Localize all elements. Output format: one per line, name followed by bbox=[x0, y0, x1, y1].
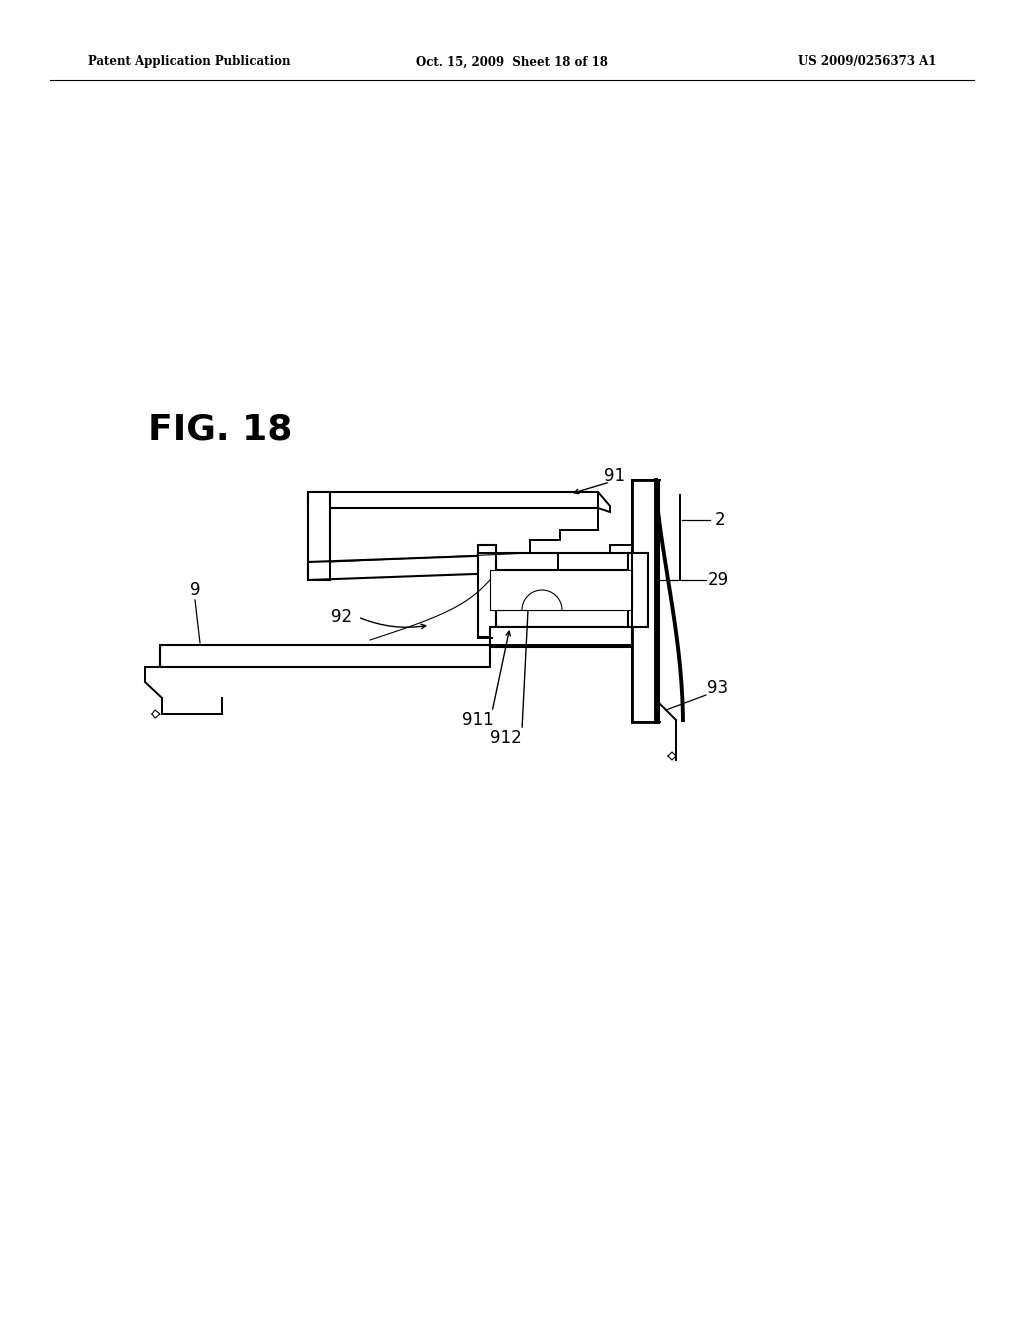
Polygon shape bbox=[610, 545, 632, 561]
Polygon shape bbox=[308, 553, 558, 579]
Text: 2: 2 bbox=[715, 511, 725, 529]
Polygon shape bbox=[490, 627, 632, 647]
Text: Oct. 15, 2009  Sheet 18 of 18: Oct. 15, 2009 Sheet 18 of 18 bbox=[416, 55, 608, 69]
Polygon shape bbox=[610, 610, 632, 626]
Polygon shape bbox=[490, 610, 632, 627]
Polygon shape bbox=[490, 553, 632, 570]
Text: 911: 911 bbox=[462, 711, 494, 729]
Text: US 2009/0256373 A1: US 2009/0256373 A1 bbox=[798, 55, 936, 69]
Polygon shape bbox=[478, 545, 496, 638]
Text: 93: 93 bbox=[708, 678, 728, 697]
Polygon shape bbox=[598, 492, 610, 512]
Polygon shape bbox=[308, 492, 598, 508]
Text: 91: 91 bbox=[604, 467, 626, 484]
Text: 92: 92 bbox=[332, 609, 352, 626]
Polygon shape bbox=[632, 480, 656, 722]
Text: Patent Application Publication: Patent Application Publication bbox=[88, 55, 291, 69]
Polygon shape bbox=[628, 553, 648, 627]
Polygon shape bbox=[308, 492, 330, 579]
Bar bbox=[490, 570, 632, 610]
Polygon shape bbox=[160, 645, 490, 667]
Text: 912: 912 bbox=[490, 729, 522, 747]
Text: 9: 9 bbox=[189, 581, 201, 599]
Text: 29: 29 bbox=[708, 572, 728, 589]
Text: FIG. 18: FIG. 18 bbox=[148, 413, 293, 447]
